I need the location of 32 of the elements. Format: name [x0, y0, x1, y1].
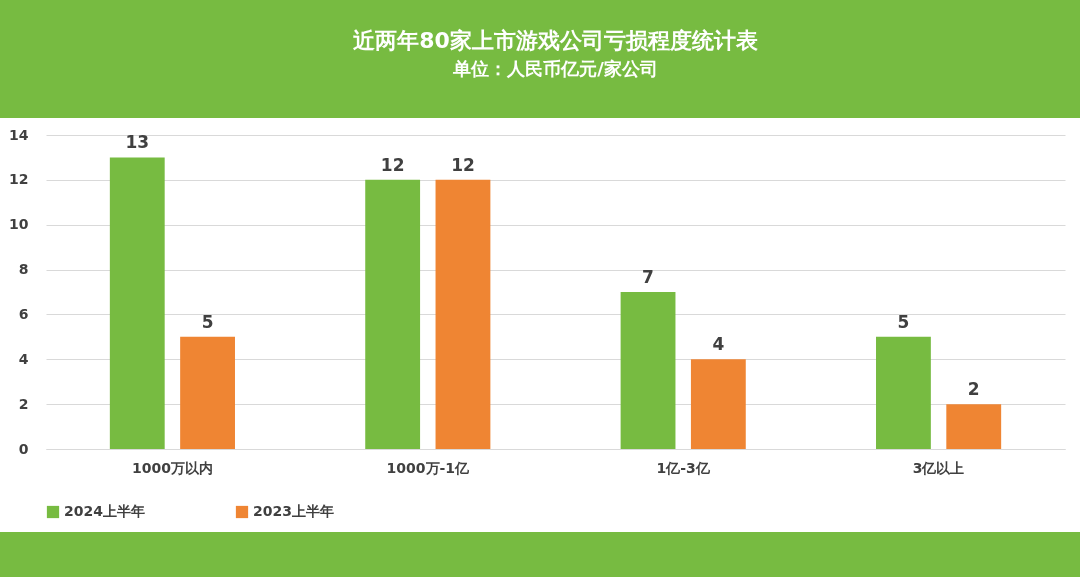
y-tick-label: 2	[18, 395, 29, 412]
bar	[690, 359, 746, 449]
data-label: 2	[967, 379, 980, 400]
y-tick-label: 6	[18, 305, 29, 322]
data-label: 12	[451, 154, 475, 175]
x-tick-label: 3亿以上	[912, 459, 965, 476]
bar	[180, 336, 235, 449]
y-tick-label: 10	[9, 216, 29, 233]
legend-label: 2024上半年	[64, 503, 145, 519]
bar	[876, 336, 931, 449]
chart-subtitle: 单位：人民币亿元/家公司	[452, 58, 658, 79]
chart-title: 近两年80家上市游戏公司亏损程度统计表	[352, 28, 758, 53]
legend-label: 2023上半年	[253, 503, 334, 519]
data-label: 4	[712, 334, 725, 355]
x-tick-label: 1亿-3亿	[656, 459, 711, 476]
data-label: 5	[897, 311, 910, 332]
data-label: 13	[125, 132, 150, 153]
bar	[109, 157, 165, 449]
data-label: 7	[642, 267, 654, 287]
y-tick-label: 14	[9, 126, 29, 143]
bar	[620, 292, 676, 449]
x-tick-label: 1000万以内	[131, 459, 213, 476]
x-tick-label: 1000万-1亿	[386, 459, 471, 476]
y-tick-label: 4	[18, 350, 29, 367]
y-tick-label: 0	[18, 440, 29, 457]
y-tick-label: 8	[18, 261, 29, 278]
bar	[365, 179, 421, 449]
data-label: 5	[201, 311, 214, 332]
y-tick-label: 12	[9, 171, 29, 188]
bar	[435, 179, 491, 449]
data-label: 12	[380, 154, 405, 175]
bar	[946, 404, 1002, 449]
